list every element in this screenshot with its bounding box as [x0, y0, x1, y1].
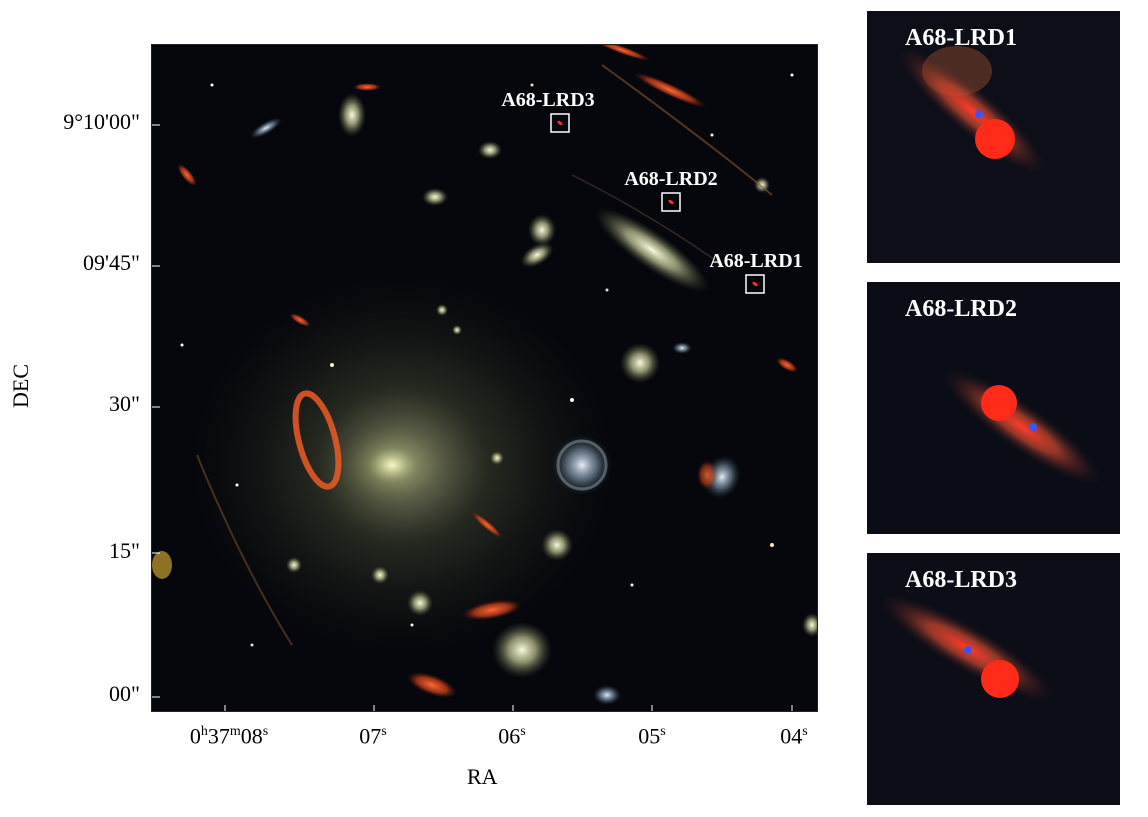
- lrd1-marker: [745, 274, 765, 294]
- x-tick-label: 05s: [638, 723, 666, 749]
- y-tick-label: 09'45": [83, 250, 140, 275]
- cutout-lrd2: A68-LRD2: [867, 282, 1120, 534]
- cutout-lrd1-graphic: [867, 11, 1120, 263]
- lrd2-marker: [661, 192, 681, 212]
- cutout-label-lrd1: A68-LRD1: [905, 25, 1017, 51]
- y-tick-label: 30": [109, 391, 140, 416]
- cutout-label-lrd3: A68-LRD3: [905, 567, 1017, 593]
- y-tick-label: 00": [109, 681, 140, 706]
- x-tick-label: 06s: [498, 723, 526, 749]
- x-tick-label: 07s: [359, 723, 387, 749]
- cutout-lrd3: A68-LRD3: [867, 553, 1120, 805]
- source-label-lrd2: A68-LRD2: [624, 168, 717, 190]
- x-tick-label: 0h37m08s: [189, 723, 269, 749]
- cutout-lrd3-graphic: [867, 553, 1120, 805]
- cutout-lrd1: A68-LRD1: [867, 11, 1120, 263]
- cluster-image: A68-LRD3 A68-LRD2 A68-LRD1: [151, 44, 818, 712]
- lrd3-marker: [550, 113, 570, 133]
- source-label-lrd3: A68-LRD3: [501, 89, 594, 111]
- source-label-lrd1: A68-LRD1: [709, 250, 802, 272]
- cutout-lrd2-graphic: [867, 282, 1120, 534]
- cluster-field-graphic: A68-LRD3 A68-LRD2 A68-LRD1: [152, 45, 817, 711]
- x-axis-title: RA: [467, 764, 498, 789]
- y-tick-label: 15": [109, 538, 140, 563]
- cutout-label-lrd2: A68-LRD2: [905, 296, 1017, 322]
- x-tick-label: 04s: [780, 723, 808, 749]
- y-tick-label: 9°10'00": [63, 109, 140, 134]
- y-axis-title: DEC: [8, 364, 33, 408]
